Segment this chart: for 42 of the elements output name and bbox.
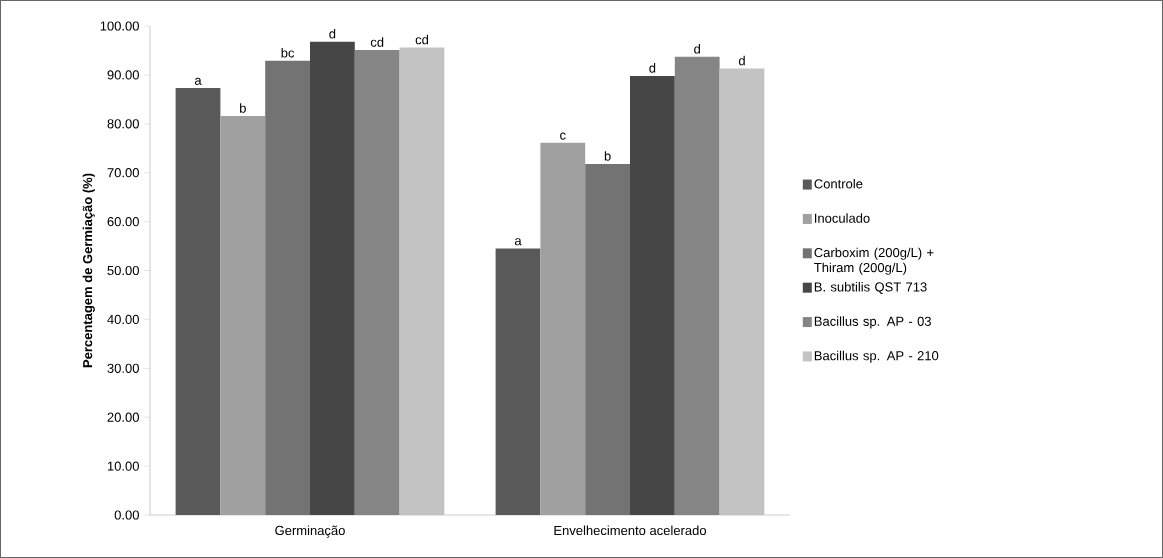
- y-tick-label: 40.00: [107, 314, 139, 324]
- data-label: a: [194, 77, 202, 85]
- data-label: d: [649, 63, 656, 73]
- bar: [399, 47, 445, 515]
- legend-label: Bacillus sp. AP - 03: [814, 316, 931, 329]
- bar: [175, 88, 221, 515]
- data-label: cd: [370, 37, 384, 47]
- y-tick-label: 100.00: [100, 21, 139, 31]
- legend-label: B. subtilis QST 713: [814, 281, 927, 294]
- bar: [719, 68, 765, 515]
- data-label: b: [604, 151, 611, 161]
- data-label: d: [694, 44, 700, 54]
- x-tick-label: Envelhecimento acelerado: [554, 525, 707, 536]
- y-tick-label: 0.00: [114, 510, 139, 520]
- bar: [495, 248, 541, 515]
- y-tick-label: 50.00: [107, 265, 139, 276]
- bar: [585, 163, 630, 515]
- y-tick-label: 30.00: [107, 363, 139, 373]
- bar: [265, 60, 310, 515]
- bar: [310, 41, 355, 515]
- x-tick-label: Germinação: [275, 525, 345, 538]
- y-tick-label: 20.00: [107, 412, 139, 422]
- legend-label: Carboxim (200g/L) + Thiram (200g/L): [814, 247, 934, 275]
- y-tick-label: 70.00: [107, 168, 139, 178]
- y-axis-title: Percentagem de Germiação (%): [82, 173, 95, 368]
- bar: [630, 75, 675, 515]
- data-label: a: [514, 238, 522, 246]
- data-label: b: [240, 103, 246, 113]
- bar: [220, 115, 266, 515]
- data-label: d: [329, 28, 336, 39]
- data-label: c: [560, 132, 566, 140]
- bar: [540, 142, 586, 515]
- data-label: d: [738, 55, 745, 66]
- legend-label: Inoculado: [815, 213, 870, 223]
- data-label: cd: [415, 34, 429, 45]
- y-tick-label: 90.00: [107, 70, 139, 80]
- data-label: bc: [281, 47, 295, 58]
- y-tick-label: 60.00: [107, 216, 139, 227]
- legend-label: Controle: [814, 178, 863, 189]
- legend-label: Bacillus sp. AP - 210: [814, 350, 939, 363]
- y-tick-label: 10.00: [107, 461, 139, 471]
- y-tick-label: 80.00: [107, 119, 139, 129]
